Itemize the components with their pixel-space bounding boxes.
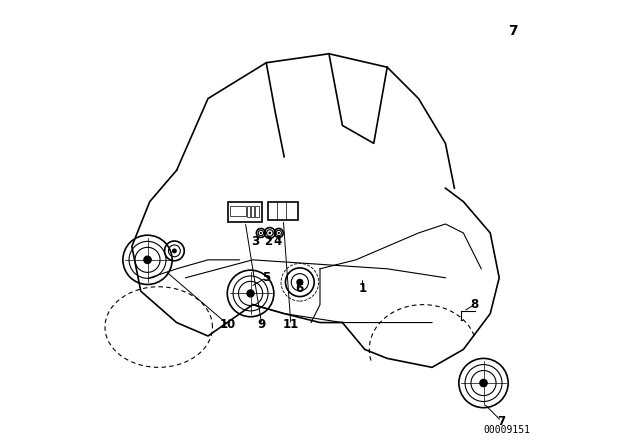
Text: 1: 1	[358, 282, 367, 296]
Bar	[269, 202, 298, 220]
Bar	[246, 206, 250, 217]
Circle shape	[260, 232, 262, 234]
Circle shape	[296, 279, 303, 286]
Circle shape	[480, 379, 487, 387]
Text: 11: 11	[283, 318, 299, 332]
Text: 7: 7	[508, 24, 518, 39]
Bar	[251, 206, 254, 217]
Circle shape	[172, 248, 177, 254]
Circle shape	[247, 290, 254, 297]
Circle shape	[144, 256, 151, 263]
Bar	[228, 202, 262, 222]
Text: 5: 5	[262, 271, 270, 284]
Text: 2: 2	[264, 235, 273, 249]
Text: 3: 3	[251, 235, 259, 249]
Text: 7: 7	[497, 414, 506, 428]
Text: 6: 6	[296, 282, 304, 296]
Text: 9: 9	[258, 318, 266, 332]
Circle shape	[269, 232, 271, 234]
Bar	[230, 206, 246, 216]
Text: 00009151: 00009151	[484, 425, 531, 435]
Bar	[255, 206, 259, 217]
Text: 4: 4	[273, 235, 282, 249]
Circle shape	[278, 232, 280, 234]
Text: 8: 8	[470, 298, 479, 311]
Text: 10: 10	[220, 318, 236, 332]
